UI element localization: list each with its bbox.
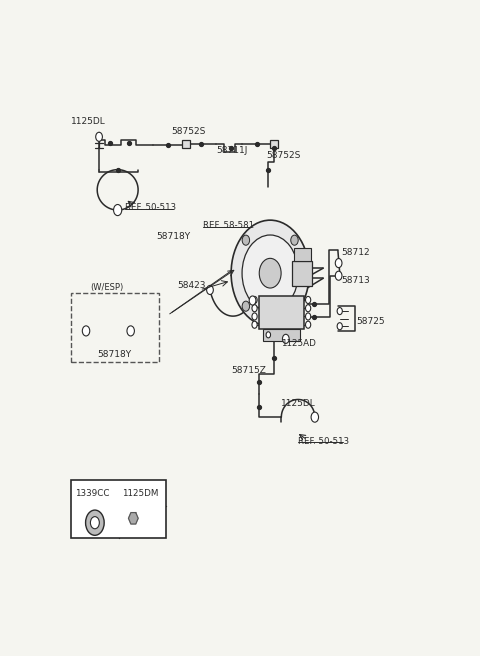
Text: 1125DL: 1125DL (281, 398, 316, 407)
Circle shape (335, 271, 342, 280)
Text: 1125AD: 1125AD (281, 339, 316, 348)
Circle shape (231, 220, 309, 326)
Circle shape (306, 304, 311, 312)
Text: REF. 50-513: REF. 50-513 (125, 203, 176, 212)
Text: 58752S: 58752S (172, 127, 206, 136)
Circle shape (337, 308, 342, 315)
Circle shape (252, 313, 257, 320)
Circle shape (337, 323, 342, 330)
Polygon shape (129, 512, 138, 524)
Text: REF. 50-513: REF. 50-513 (298, 437, 349, 446)
Circle shape (291, 301, 298, 311)
Text: 58715Z: 58715Z (231, 365, 266, 375)
Bar (259, 296, 304, 329)
Bar (270, 140, 278, 148)
Text: 58711J: 58711J (216, 146, 248, 155)
Text: (W/ESP): (W/ESP) (90, 283, 123, 292)
Text: 1125DL: 1125DL (71, 117, 106, 126)
Circle shape (291, 235, 298, 245)
Bar (181, 140, 190, 148)
Circle shape (259, 258, 281, 288)
Text: 1339CC: 1339CC (75, 489, 109, 497)
Circle shape (85, 510, 104, 535)
Text: 58713: 58713 (342, 276, 371, 285)
Bar (71, 293, 158, 361)
Circle shape (114, 205, 122, 216)
Circle shape (252, 304, 257, 312)
Bar (71, 480, 166, 539)
Bar (292, 260, 312, 286)
Circle shape (242, 235, 250, 245)
Circle shape (252, 321, 257, 328)
Circle shape (90, 517, 99, 529)
Text: 58752S: 58752S (266, 151, 301, 160)
Circle shape (252, 297, 257, 304)
Circle shape (311, 412, 319, 422)
Text: 58725: 58725 (357, 317, 385, 325)
Text: REF. 58-581: REF. 58-581 (203, 220, 254, 230)
Circle shape (306, 321, 311, 328)
Circle shape (249, 296, 256, 305)
Circle shape (83, 326, 90, 336)
Bar (263, 329, 300, 341)
Text: 58718Y: 58718Y (97, 350, 132, 359)
Bar (294, 248, 311, 260)
Text: 1125DM: 1125DM (122, 489, 159, 497)
Circle shape (206, 285, 213, 295)
Circle shape (282, 335, 289, 343)
Circle shape (242, 235, 298, 312)
Text: 58712: 58712 (342, 249, 370, 258)
Circle shape (266, 332, 271, 338)
Circle shape (127, 326, 134, 336)
Circle shape (242, 301, 250, 311)
Text: 58423: 58423 (177, 281, 205, 291)
Circle shape (335, 258, 342, 268)
Circle shape (96, 133, 102, 141)
Text: 58718Y: 58718Y (156, 232, 191, 241)
Circle shape (306, 297, 311, 304)
Circle shape (306, 313, 311, 320)
